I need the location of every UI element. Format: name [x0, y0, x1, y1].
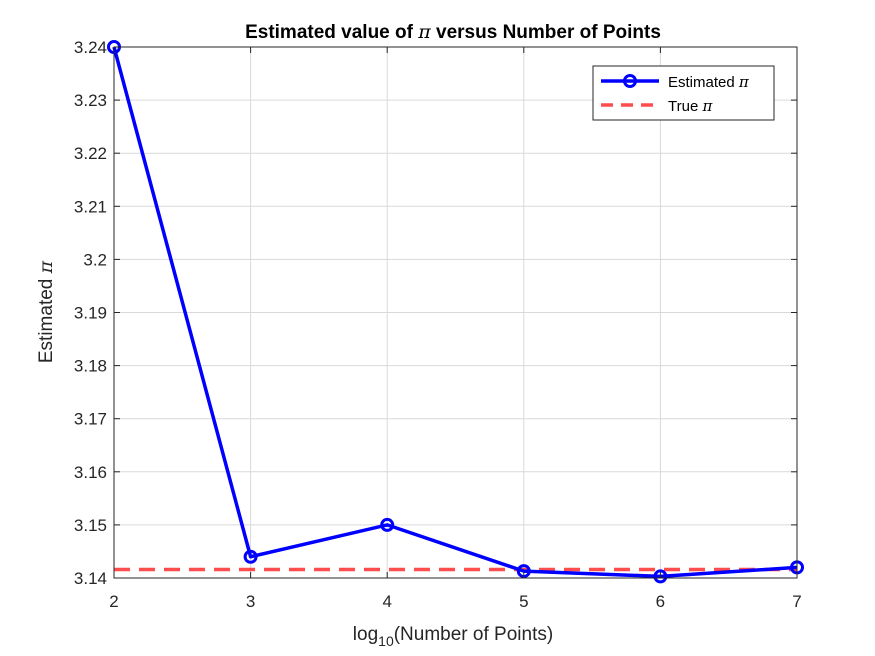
- legend-true-text: True: [668, 98, 702, 115]
- ticks: 2 3 4 5 6 7 3.14 3.15 3.16 3.17 3.18 3.19 3.2 3.21 3.2…: [74, 38, 802, 611]
- estimated-pi-point: [653, 569, 668, 584]
- x-tick-label: 3: [246, 592, 255, 611]
- estimated-pi-point: [380, 517, 395, 532]
- title-prefix: Estimated value of: [245, 22, 418, 43]
- x-tick-label: 2: [109, 592, 118, 611]
- x-tick-label: 4: [382, 592, 391, 611]
- chart-title: Estimated value of π versus Number of Po…: [245, 21, 661, 43]
- x-axis-label: log10(Number of Points): [353, 624, 553, 649]
- y-tick-label: 3.24: [74, 38, 107, 57]
- y-tick-label: 3.23: [74, 91, 107, 110]
- legend-true-label: True π: [668, 97, 713, 115]
- y-axis-label: Estimated π: [35, 260, 57, 363]
- y-tick-label: 3.15: [74, 516, 107, 535]
- legend-estimated-label: Estimated π: [668, 73, 750, 91]
- title-pi-symbol: π: [417, 21, 431, 43]
- legend-true-pi: π: [701, 97, 713, 115]
- x-tick-label: 6: [656, 592, 665, 611]
- legend-estimated-marker: [623, 74, 637, 88]
- y-label-prefix: Estimated: [36, 273, 57, 363]
- x-label-subscript: 10: [378, 633, 394, 649]
- y-tick-label: 3.17: [74, 410, 107, 429]
- x-tick-label: 7: [792, 592, 801, 611]
- legend-box: [592, 65, 775, 121]
- legend-estimated-pi: π: [738, 73, 750, 91]
- y-tick-label: 3.21: [74, 197, 107, 216]
- legend: Estimated π True π: [592, 65, 775, 121]
- title-suffix: versus Number of Points: [431, 22, 661, 43]
- series-layer: [107, 40, 804, 584]
- legend-estimated-text: Estimated: [668, 74, 739, 91]
- y-tick-label: 3.19: [74, 304, 107, 323]
- y-label-pi-symbol: π: [35, 260, 57, 274]
- x-label-log: log: [353, 624, 378, 645]
- y-tick-label: 3.22: [74, 144, 107, 163]
- estimated-pi-line: [112, 46, 798, 579]
- estimated-pi-point: [243, 549, 258, 564]
- x-tick-label: 5: [519, 592, 528, 611]
- y-tick-label: 3.2: [83, 250, 107, 269]
- y-tick-label: 3.18: [74, 357, 107, 376]
- x-label-suffix: (Number of Points): [394, 624, 553, 645]
- y-tick-label: 3.14: [74, 569, 107, 588]
- y-tick-label: 3.16: [74, 463, 107, 482]
